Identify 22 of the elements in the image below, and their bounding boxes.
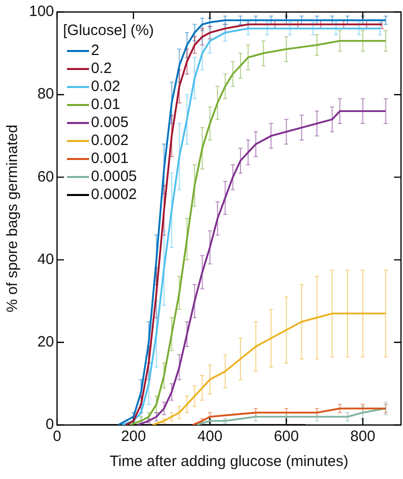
y-tick-label: 40 [37,250,54,268]
legend-label: 2 [91,42,100,60]
x-tick-label: 200 [120,428,146,446]
legend-label: 0.002 [91,132,129,150]
x-axis-title: Time after adding glucose (minutes) [110,453,348,470]
legend-title: [Glucose] (%) [63,22,154,40]
x-tick-label: 800 [350,428,376,446]
y-tick-label: 0 [46,416,54,434]
y-tick-label: 100 [28,3,54,20]
y-tick-label: 60 [37,168,54,186]
legend-label: 0.0002 [91,186,137,204]
legend-label: 0.0005 [91,168,137,186]
y-axis-title: % of spore bags germinated [4,124,22,312]
legend-label: 0.005 [91,114,129,132]
legend-label: 0.02 [91,78,120,96]
legend-label: 0.001 [91,150,129,168]
y-tick-label: 20 [37,334,54,351]
x-tick-label: 400 [197,428,222,446]
legend-label: 0.01 [91,96,120,114]
x-tick-label: 600 [274,428,299,446]
legend-label: 0.2 [91,60,112,78]
y-tick-label: 80 [37,86,54,103]
